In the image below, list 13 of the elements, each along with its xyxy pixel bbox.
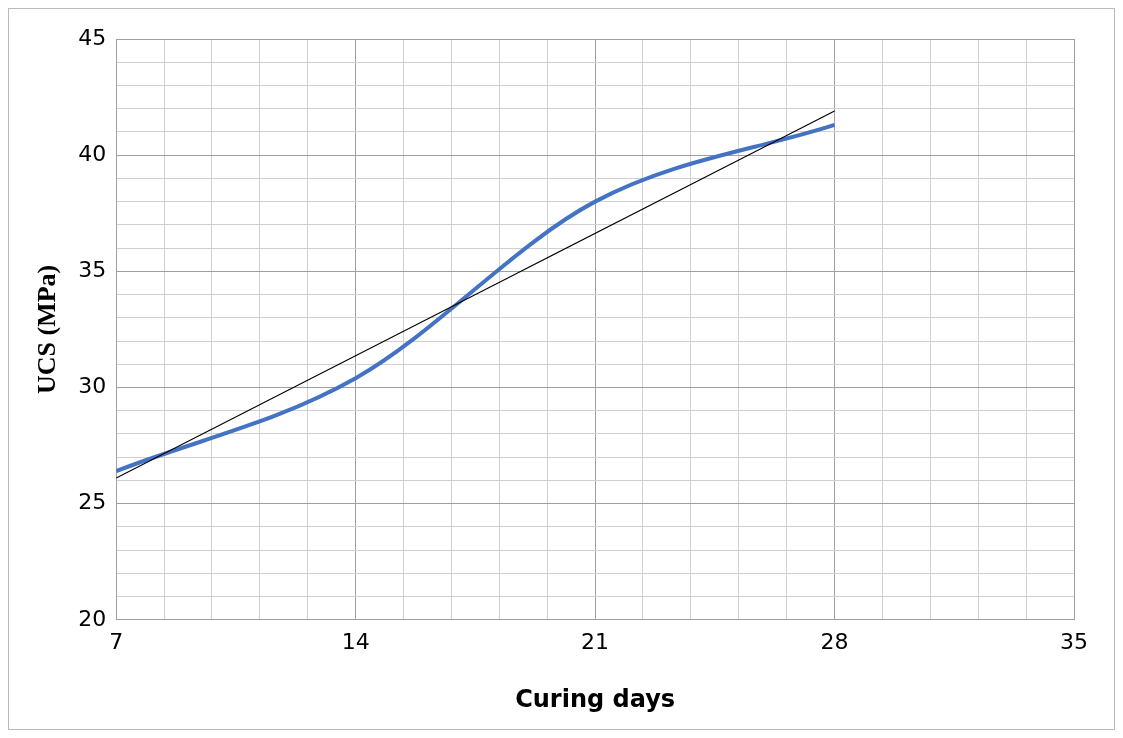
y-axis-title: UCS (MPa) — [32, 264, 62, 395]
y-tick-label: 25 — [78, 489, 107, 515]
y-tick-label: 30 — [78, 373, 107, 399]
x-axis-title: Curing days — [515, 684, 676, 713]
y-tick-label: 40 — [78, 140, 107, 166]
y-tick-label: 45 — [78, 24, 107, 50]
x-tick-label: 35 — [1060, 628, 1088, 654]
x-tick-label: 28 — [820, 628, 849, 654]
x-tick-label: 21 — [581, 628, 610, 654]
x-tick-label: 7 — [109, 628, 124, 654]
y-tick-label: 20 — [78, 605, 107, 631]
y-tick-label: 35 — [78, 257, 107, 283]
x-tick-label: 14 — [341, 628, 370, 654]
